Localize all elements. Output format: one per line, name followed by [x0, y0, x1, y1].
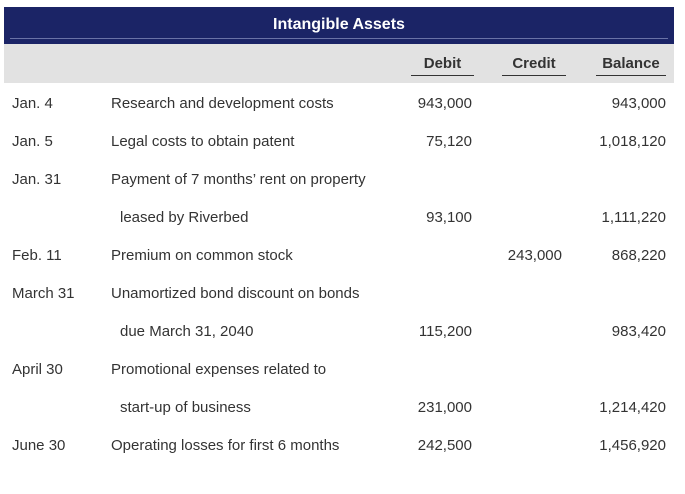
row-description: Unamortized bond discount on bonds	[111, 285, 360, 302]
row-date: March 31	[12, 285, 75, 302]
row-balance: 1,214,420	[599, 399, 666, 416]
row-debit: 231,000	[417, 399, 472, 416]
row-debit: 242,500	[417, 437, 472, 454]
row-debit: 115,200	[418, 323, 472, 340]
column-header-row: Debit Credit Balance	[4, 44, 674, 83]
row-credit: 243,000	[507, 247, 562, 264]
row-date: Jan. 5	[12, 133, 53, 150]
row-balance: 868,220	[611, 247, 666, 264]
row-description: Research and development costs	[111, 95, 334, 112]
ledger-row: June 30 Operating losses for first 6 mon…	[0, 436, 685, 474]
row-description: Operating losses for first 6 months	[111, 437, 340, 454]
row-balance: 983,420	[611, 323, 666, 340]
title-divider	[10, 38, 668, 39]
debit-column-header: Debit	[411, 55, 474, 76]
row-debit: 943,000	[417, 95, 472, 112]
ledger-title: Intangible Assets	[273, 16, 405, 33]
ledger-row: April 30 Promotional expenses related to	[0, 360, 685, 398]
ledger-title-bar: Intangible Assets	[4, 7, 674, 44]
balance-column-header: Balance	[596, 55, 666, 76]
ledger-row: March 31 Unamortized bond discount on bo…	[0, 284, 685, 322]
row-date: Feb. 11	[12, 247, 62, 264]
row-date: Jan. 31	[12, 171, 62, 188]
row-description: leased by Riverbed	[120, 209, 249, 226]
ledger-row: Jan. 5 Legal costs to obtain patent 75,1…	[0, 132, 685, 170]
row-description: Legal costs to obtain patent	[111, 133, 295, 150]
row-description: Payment of 7 months’ rent on property	[111, 171, 366, 188]
row-date: Jan. 4	[12, 95, 53, 112]
ledger-row: Jan. 4 Research and development costs 94…	[0, 94, 685, 132]
ledger-row-continuation: leased by Riverbed 93,100 1,111,220	[0, 208, 685, 246]
row-balance: 943,000	[611, 95, 666, 112]
row-description: Promotional expenses related to	[111, 361, 327, 378]
credit-column-header: Credit	[502, 55, 566, 76]
row-date: June 30	[12, 437, 66, 454]
row-description: start-up of business	[120, 399, 251, 416]
row-debit: 75,120	[426, 133, 472, 150]
row-balance: 1,018,120	[599, 133, 666, 150]
ledger-row-continuation: start-up of business 231,000 1,214,420	[0, 398, 685, 436]
ledger-row: Jan. 31 Payment of 7 months’ rent on pro…	[0, 170, 685, 208]
row-date: April 30	[12, 361, 63, 378]
ledger-row-continuation: due March 31, 2040 115,200 983,420	[0, 322, 685, 360]
ledger-row: Feb. 11 Premium on common stock 243,000 …	[0, 246, 685, 284]
row-description: Premium on common stock	[111, 247, 293, 264]
row-debit: 93,100	[426, 209, 472, 226]
row-description: due March 31, 2040	[120, 323, 254, 340]
row-balance: 1,111,220	[601, 209, 666, 226]
row-balance: 1,456,920	[599, 437, 666, 454]
